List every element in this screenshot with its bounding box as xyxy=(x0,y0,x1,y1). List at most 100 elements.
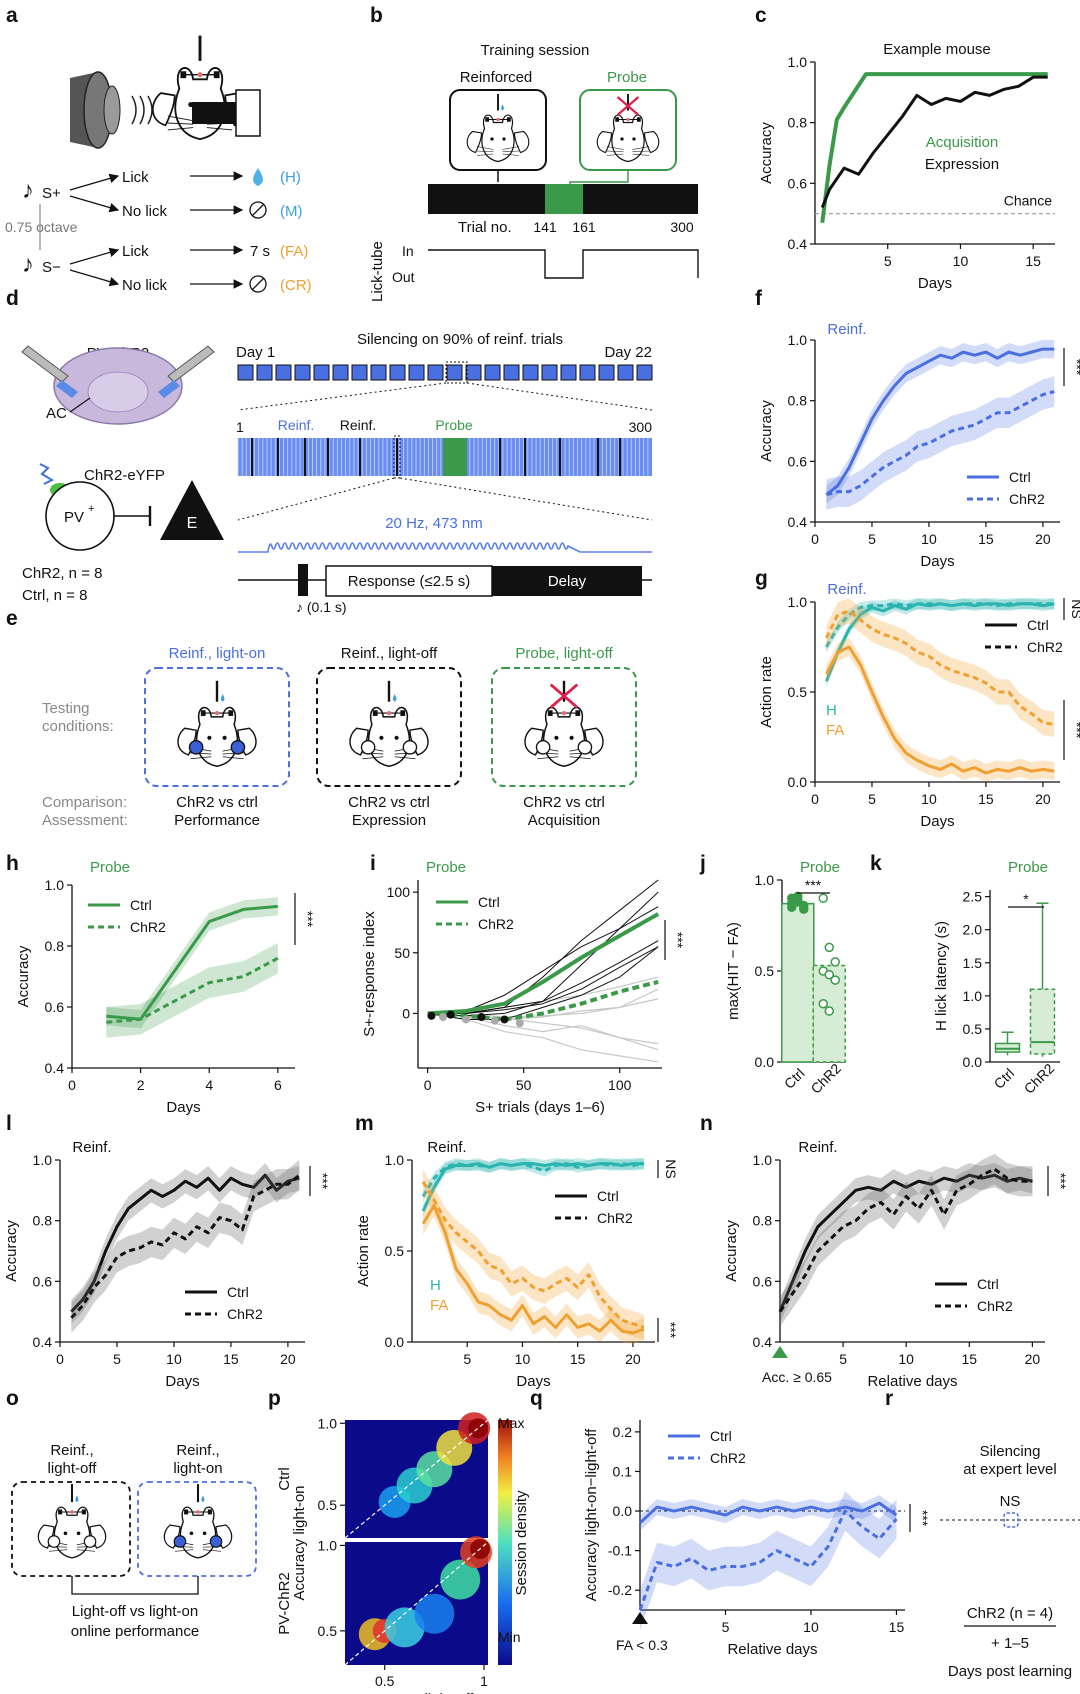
y-tick-label: 1.0 xyxy=(318,1537,338,1553)
onset-marker xyxy=(462,1015,471,1024)
y-axis-label: Accuracy xyxy=(3,1220,20,1282)
significance-label: *** xyxy=(300,911,316,928)
y-tick-label: 1.0 xyxy=(753,1152,773,1168)
y-tick-label: 0.5 xyxy=(318,1623,338,1639)
x-tick-label: 2 xyxy=(137,1077,145,1093)
condition-assessment: Acquisition xyxy=(528,812,601,829)
condition-box xyxy=(491,667,637,787)
acquisition-label: Acquisition xyxy=(926,134,999,151)
y-tick-label: 1.0 xyxy=(318,1415,338,1431)
fa-label: FA xyxy=(430,1297,448,1314)
n-ctrl-label: Ctrl, n = 8 xyxy=(22,587,87,604)
colorbar xyxy=(498,1420,512,1665)
error-band xyxy=(826,598,1055,687)
reinforced-label: Reinforced xyxy=(460,69,533,86)
ac-pointer xyxy=(69,397,91,413)
data-point xyxy=(824,942,834,953)
zoom-line xyxy=(237,477,395,521)
legend-label: Ctrl xyxy=(1027,617,1049,633)
chr2-eyfp-label: ChR2-eYFP xyxy=(84,467,165,484)
water-drop-icon xyxy=(501,104,504,111)
y-tick-label: 1.0 xyxy=(33,1152,53,1168)
density-blob xyxy=(414,1593,455,1634)
mouse-head-icon xyxy=(466,94,530,163)
day-square xyxy=(408,364,425,381)
significance-label: NS xyxy=(663,1159,679,1178)
y-tick-label: 0.8 xyxy=(788,115,808,131)
comparison-caption: Light-off vs light-on xyxy=(72,1603,198,1620)
lick-tube-icon xyxy=(192,102,244,124)
probe-trials-block xyxy=(545,184,583,214)
ns-label: NS xyxy=(1000,1493,1021,1510)
fa-label: FA xyxy=(826,722,844,739)
delay-label: Delay xyxy=(548,573,587,590)
x-tick-label: 0.5 xyxy=(375,1673,395,1689)
in-label: In xyxy=(402,243,414,259)
x-axis-label: Relative days xyxy=(727,1641,817,1658)
y-tick-label: 2.5 xyxy=(963,889,983,905)
x-tick-label: 1 xyxy=(480,1673,488,1689)
legend-label: ChR2 xyxy=(478,916,514,932)
series-line xyxy=(638,1501,898,1525)
condition-comparison: ChR2 vs ctrl xyxy=(176,794,258,811)
day-square xyxy=(351,364,368,381)
x-tick-label: 15 xyxy=(978,531,994,547)
day-square xyxy=(579,364,596,381)
y-axis-label: H lick latency (s) xyxy=(933,921,950,1031)
laser-trace xyxy=(238,542,652,553)
y-axis-label: Accuracy xyxy=(15,945,32,1007)
onset-marker xyxy=(490,1016,499,1025)
x-tick-label: 0 xyxy=(56,1351,64,1367)
day-square xyxy=(503,364,520,381)
assessment-label: Assessment: xyxy=(42,812,128,829)
trial-no-label: Trial no. xyxy=(458,219,512,236)
panel-label-g: g xyxy=(755,567,768,590)
chart-title: Probe xyxy=(800,859,840,876)
connector xyxy=(569,170,629,184)
y-tick-label: -0.1 xyxy=(608,1543,632,1559)
y-axis-label: Accuracy xyxy=(758,400,775,462)
speaker-grille xyxy=(103,85,121,135)
x-axis-label: Days xyxy=(516,1373,550,1390)
chance-label: Chance xyxy=(1004,193,1052,209)
day-square xyxy=(636,364,653,381)
pv-sup: + xyxy=(88,503,94,515)
bar xyxy=(781,902,815,1063)
data-point xyxy=(818,999,828,1009)
panel-label-e: e xyxy=(6,607,18,630)
fa-label: (FA) xyxy=(280,243,308,260)
x-axis-label: S+ trials (days 1–6) xyxy=(475,1099,605,1116)
data-point xyxy=(787,898,797,909)
series-line xyxy=(421,1162,645,1198)
panel-label-j: j xyxy=(699,852,706,875)
x-tick-label: 4 xyxy=(205,1077,213,1093)
lick-label: Lick xyxy=(122,169,149,186)
y-tick-label: 0.5 xyxy=(788,684,808,700)
individual-trace xyxy=(427,946,659,1014)
error-band xyxy=(71,1163,300,1324)
error-band xyxy=(640,1495,897,1531)
led-icon xyxy=(402,739,418,755)
sound-wave xyxy=(131,95,137,125)
x-axis-label: Relative days xyxy=(867,1373,957,1390)
colorbar-min: Min xyxy=(498,1629,521,1645)
panel-label-p: p xyxy=(268,1387,281,1410)
music-note-icon: ♪ xyxy=(22,251,34,278)
onset-marker xyxy=(477,1013,486,1022)
x-tick-label: 0 xyxy=(811,531,819,547)
significance-label: *** xyxy=(663,1322,679,1339)
legend-label: Ctrl xyxy=(130,897,152,913)
series-line xyxy=(106,956,279,1024)
no-symbol-slash xyxy=(251,203,265,217)
series-line xyxy=(825,347,1055,496)
x-tick-label: 15 xyxy=(961,1351,977,1367)
y-tick-label: 0.4 xyxy=(788,514,808,530)
lick-tube-label: Lick-tube xyxy=(369,241,386,302)
chart-title: Reinf. xyxy=(798,1139,837,1156)
y-tick-label: 1.0 xyxy=(788,594,808,610)
series-line xyxy=(825,645,1055,775)
series-line xyxy=(421,1181,645,1329)
x-tick-label: 10 xyxy=(898,1351,914,1367)
y-axis-label: Accuracy light-on xyxy=(291,1485,308,1600)
